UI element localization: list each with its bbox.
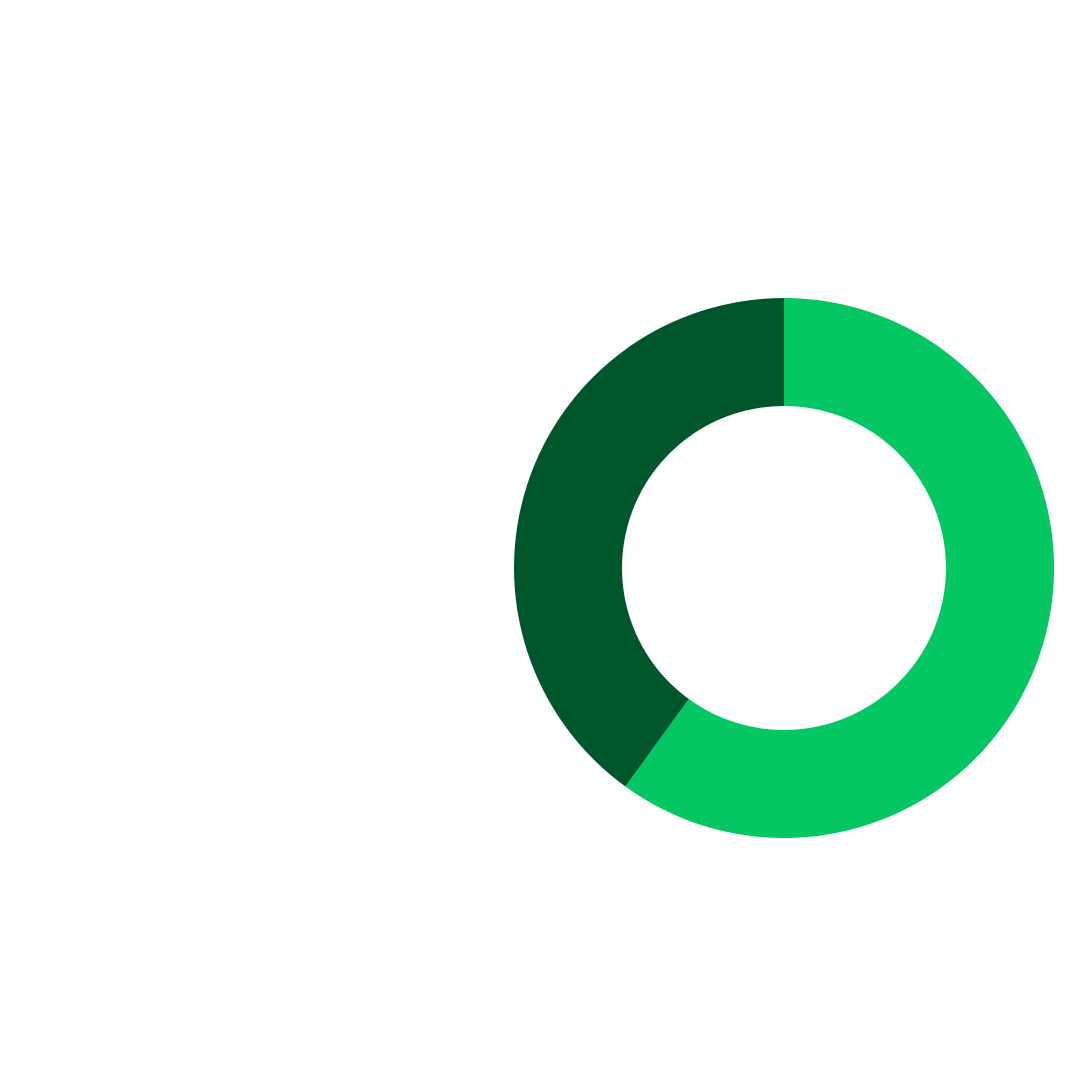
donut-slice-2	[514, 298, 784, 787]
donut-slice-1	[625, 298, 1055, 838]
